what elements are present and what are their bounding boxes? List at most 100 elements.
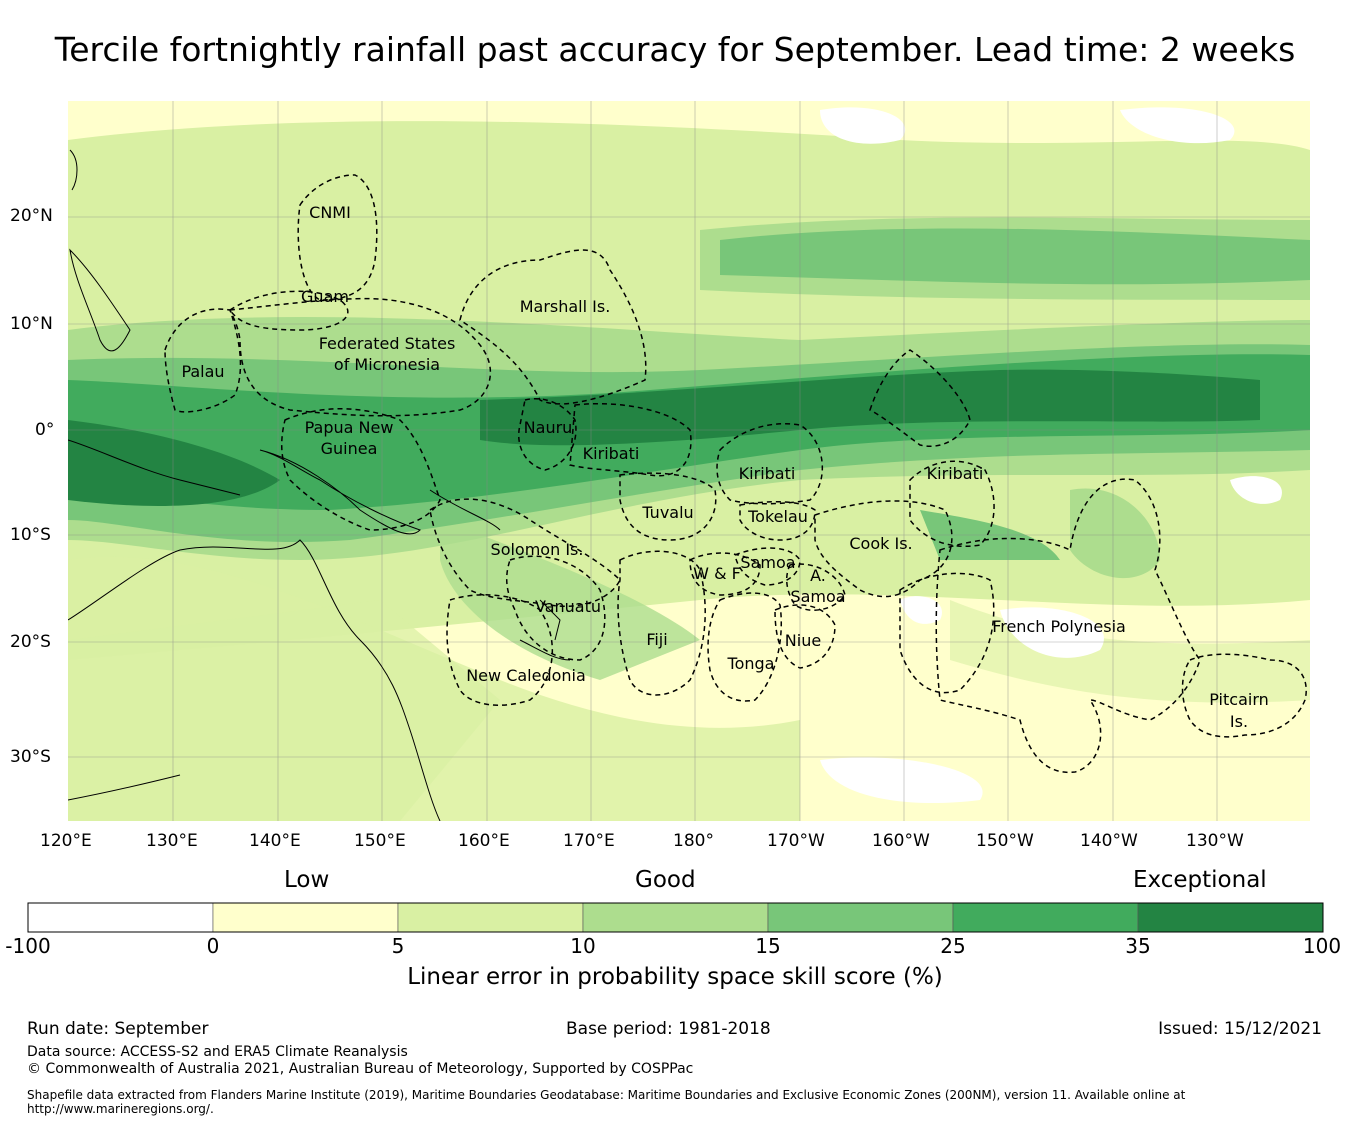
lat-label: 10°S: [10, 525, 51, 545]
region-label: French Polynesia: [992, 617, 1126, 636]
philippines-coast: [69, 248, 131, 352]
region-label: New Caledonia: [466, 666, 586, 685]
coastlines: [68, 149, 571, 821]
issued-date: Issued: 15/12/2021: [1158, 1019, 1322, 1039]
base-period: Base period: 1981-2018: [566, 1019, 771, 1039]
region-label: Kiribati: [583, 444, 640, 463]
region-label: A.: [810, 566, 826, 585]
kiribati-gilbert-eez: [569, 402, 692, 477]
tokelau-eez: [739, 500, 816, 541]
colorbar-segment: [767, 902, 954, 933]
category-label-good: Good: [635, 867, 696, 893]
lon-label: 160°W: [872, 831, 930, 851]
marshall-eez: [459, 249, 647, 405]
cnmi-eez: [297, 174, 378, 301]
american-samoa-eez: [785, 563, 846, 611]
colorbar-tick: 5: [391, 934, 405, 958]
lon-label: 170°E: [563, 831, 615, 851]
lon-label: 140°W: [1080, 831, 1138, 851]
category-label-exceptional: Exceptional: [1133, 867, 1267, 893]
run-date: Run date: September: [27, 1019, 209, 1039]
guam-eez: [228, 290, 349, 331]
png-eez: [280, 408, 441, 531]
lat-label: 10°N: [10, 314, 53, 334]
pitcairn-eez: [1181, 653, 1307, 738]
region-label: Tokelau: [747, 507, 808, 526]
new-caledonia-eez: [446, 594, 553, 706]
region-label: Nauru: [524, 418, 573, 437]
region-labels: CNMI Guam Marshall Is. Federated States …: [181, 203, 1268, 731]
lat-label: 30°S: [10, 747, 51, 767]
region-label: Is.: [1230, 712, 1248, 731]
lon-label: 130°W: [1186, 831, 1244, 851]
skill-band-negative: [820, 107, 1282, 804]
region-label: Kiribati: [739, 464, 796, 483]
region-label: Papua New: [305, 418, 394, 437]
region-label: Samoa: [740, 553, 795, 572]
colorbar-tick: 100: [1302, 934, 1342, 958]
copyright: © Commonwealth of Australia 2021, Austra…: [27, 1061, 694, 1077]
kiribati-phoenix-eez: [716, 423, 824, 505]
colorbar-frame: [27, 902, 1324, 933]
french-polynesia-eez: [935, 478, 1201, 774]
region-label: Cook Is.: [849, 534, 912, 553]
region-label: Samoa: [790, 587, 845, 606]
colorbar-tick: 0: [206, 934, 220, 958]
region-label: CNMI: [309, 203, 351, 222]
lat-label: 0°: [35, 420, 55, 440]
region-label: of Micronesia: [334, 355, 440, 374]
cook-north-eez: [814, 500, 953, 598]
region-label: Kiribati: [927, 464, 984, 483]
colorbar-tick: 10: [570, 934, 596, 958]
colorbar-segment: [582, 902, 769, 933]
lon-label: 150°W: [976, 831, 1034, 851]
palau-eez: [164, 308, 242, 413]
region-label: Marshall Is.: [520, 297, 611, 316]
region-label: Guinea: [321, 439, 378, 458]
solomon-eez: [429, 498, 621, 607]
cook-south-eez: [899, 572, 995, 694]
colorbar-segment: [397, 902, 584, 933]
lon-label: 140°E: [249, 831, 301, 851]
region-label: Guam: [301, 287, 349, 306]
fiji-eez: [617, 550, 706, 696]
colorbar-tick: 15: [755, 934, 781, 958]
region-label: Federated States: [319, 334, 456, 353]
colorbar-segment: [27, 902, 214, 933]
colorbar-tick: -100: [5, 934, 51, 958]
colorbar-title: Linear error in probability space skill …: [407, 964, 943, 990]
lon-label: 180°: [673, 831, 714, 851]
fsm-eez: [228, 297, 491, 417]
lon-label: 120°E: [40, 831, 92, 851]
region-label: Vanuatu: [535, 597, 601, 616]
wf-eez: [689, 552, 761, 596]
lat-label: 20°S: [10, 632, 51, 652]
lon-label: 160°E: [458, 831, 510, 851]
map-title: Tercile fortnightly rainfall past accura…: [54, 30, 1296, 69]
colorbar-segment: [212, 902, 399, 933]
lon-label: 130°E: [146, 831, 198, 851]
tonga-eez: [707, 592, 783, 702]
lon-label: 150°E: [354, 831, 406, 851]
colorbar-segment: [1137, 902, 1324, 933]
region-label: Tuvalu: [641, 503, 693, 522]
eez-boundaries: [164, 174, 1307, 774]
new-guinea-coast: [259, 449, 421, 535]
shapefile-credit: Shapefile data extracted from Flanders M…: [27, 1088, 1186, 1116]
category-label-low: Low: [284, 867, 330, 893]
region-label: Fiji: [646, 630, 667, 649]
region-label: W & F: [693, 564, 741, 583]
niue-eez: [774, 604, 836, 669]
australia-coast: [68, 539, 441, 821]
graticule: [68, 101, 1310, 821]
kiribati-line-eez: [869, 349, 971, 447]
skill-band-35-100: [68, 369, 1260, 506]
samoa-eez: [734, 547, 801, 586]
lat-label: 20°N: [10, 206, 53, 226]
region-label: Niue: [785, 631, 821, 650]
region-label: Pitcairn: [1209, 690, 1269, 709]
region-label: Palau: [181, 362, 224, 381]
data-source: Data source: ACCESS-S2 and ERA5 Climate …: [27, 1044, 408, 1060]
